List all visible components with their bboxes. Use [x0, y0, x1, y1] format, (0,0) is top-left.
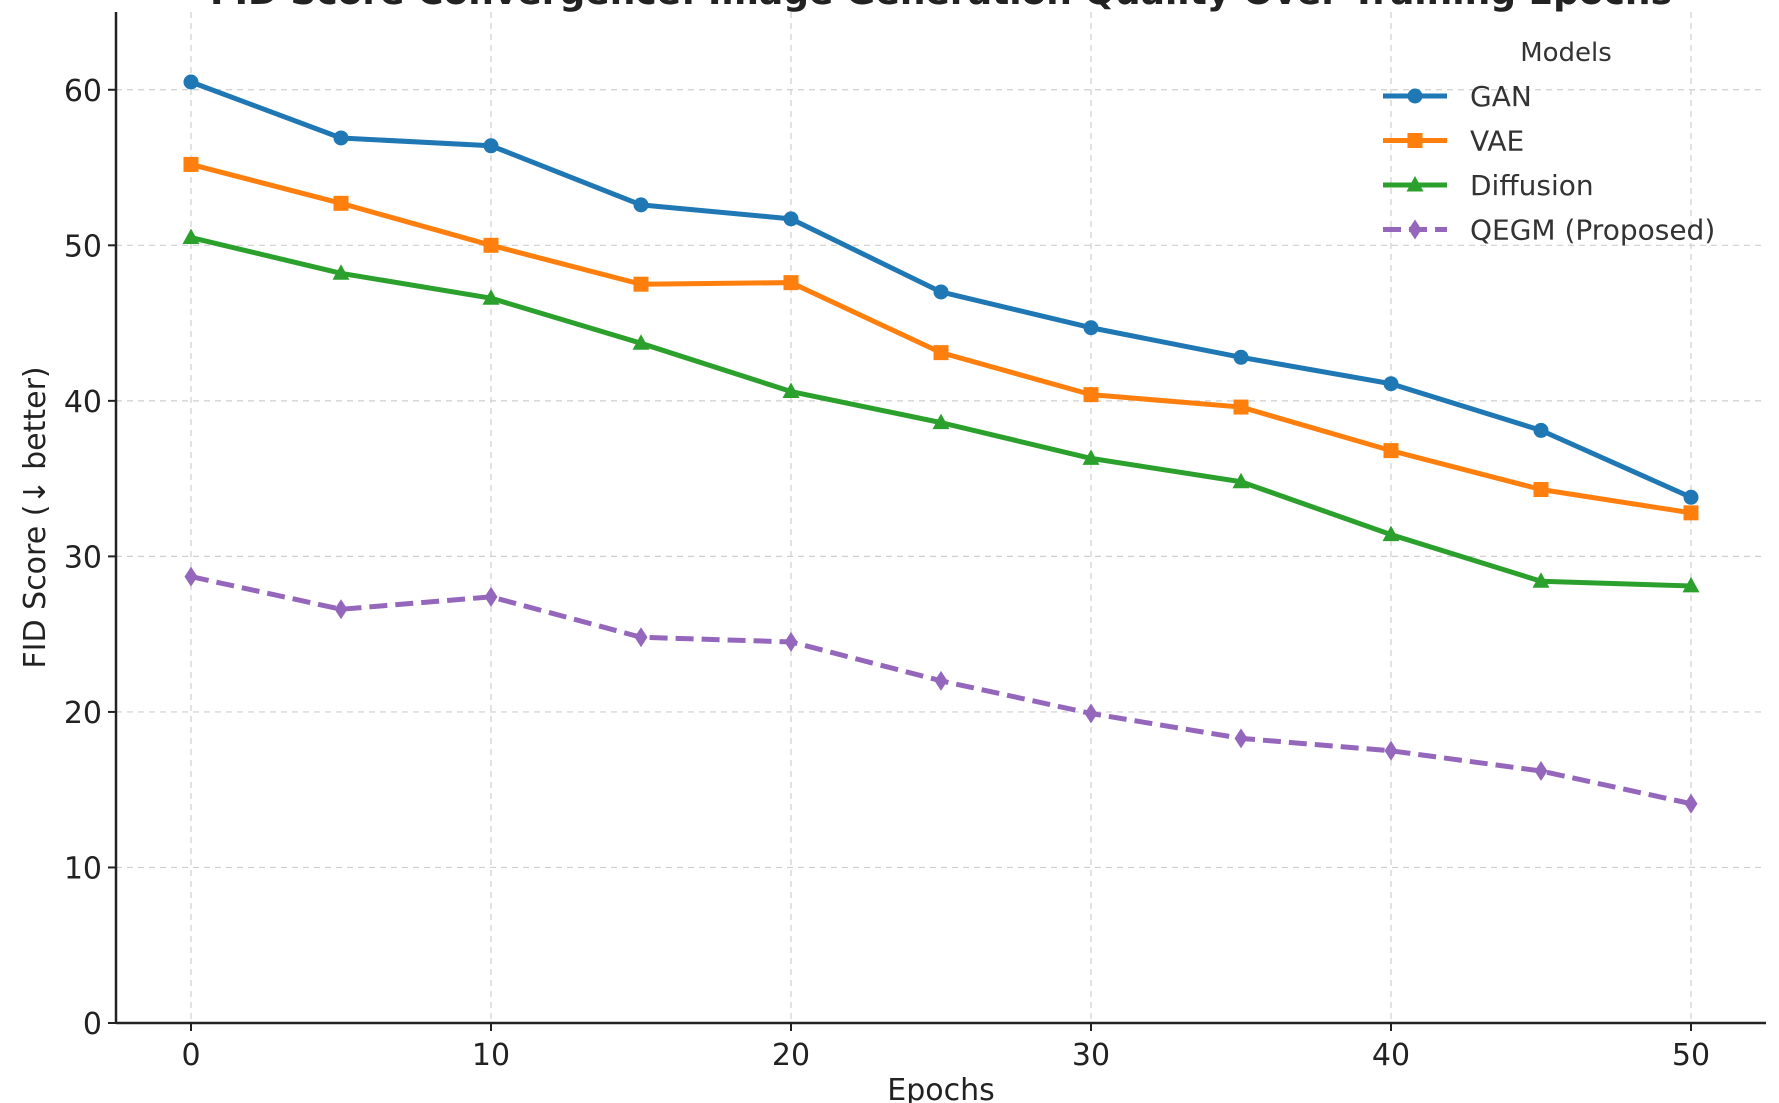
- legend-marker: [1407, 88, 1423, 104]
- data-point: [782, 382, 800, 399]
- y-tick-label: 30: [64, 540, 102, 575]
- data-point: [1532, 572, 1550, 588]
- data-point: [1232, 472, 1250, 489]
- x-tick-label: 30: [1072, 1038, 1110, 1073]
- data-point: [1683, 489, 1699, 505]
- data-point: [1383, 376, 1399, 392]
- legend-marker: [1407, 133, 1423, 148]
- series-line: [190, 162, 1692, 516]
- legend: Models GAN VAE Diffusion QEGM (Proposed): [1383, 38, 1715, 247]
- series-diffusion: [182, 228, 1700, 593]
- data-point: [634, 627, 648, 648]
- legend-marker: [1406, 176, 1424, 192]
- data-point: [784, 631, 798, 652]
- x-axis-title: Epochs: [887, 1073, 995, 1103]
- data-point: [1233, 399, 1249, 415]
- data-point: [333, 130, 349, 146]
- data-point: [334, 599, 348, 620]
- x-tick-label: 10: [472, 1038, 510, 1073]
- data-point: [783, 275, 799, 291]
- data-point: [783, 211, 799, 227]
- series-qegm-proposed: [184, 566, 1698, 814]
- data-point: [633, 276, 649, 292]
- data-point: [1384, 740, 1398, 761]
- data-point: [332, 264, 350, 280]
- legend-item: VAE: [1383, 125, 1524, 158]
- data-point: [484, 586, 498, 607]
- x-tick-label: 50: [1672, 1038, 1710, 1073]
- y-tick-label: 40: [64, 385, 102, 420]
- x-tick-label: 20: [772, 1038, 810, 1073]
- data-point: [182, 228, 200, 245]
- series-vae: [183, 156, 1699, 521]
- legend-marker: [1408, 219, 1422, 240]
- legend-item: GAN: [1383, 80, 1532, 113]
- series-gan: [183, 74, 1699, 505]
- data-point: [184, 566, 198, 587]
- data-point: [183, 156, 199, 172]
- data-point: [1533, 422, 1549, 438]
- y-tick-label: 50: [64, 229, 102, 264]
- data-point: [1083, 320, 1099, 336]
- axes: 0 10 20 30 40 50 0 10 20 30 40 50 60: [64, 12, 1766, 1073]
- x-tick-label: 40: [1372, 1038, 1410, 1073]
- legend-label: GAN: [1470, 80, 1532, 113]
- y-axis-title: FID Score (↓ better): [18, 366, 53, 668]
- legend-title: Models: [1520, 38, 1612, 68]
- data-point: [1382, 525, 1400, 542]
- data-point: [1084, 703, 1098, 724]
- legend-label: QEGM (Proposed): [1470, 214, 1715, 247]
- data-point: [1684, 793, 1698, 814]
- data-point: [1682, 576, 1700, 593]
- data-point: [1533, 482, 1549, 498]
- data-point: [1683, 505, 1699, 521]
- data-point: [1082, 449, 1100, 465]
- data-point: [933, 284, 949, 300]
- legend-item: Diffusion: [1383, 169, 1594, 202]
- data-point: [482, 289, 500, 305]
- data-point: [632, 334, 650, 350]
- x-tick-label: 0: [181, 1038, 200, 1073]
- legend-label: Diffusion: [1470, 169, 1594, 202]
- data-point: [483, 138, 499, 154]
- legend-item: QEGM (Proposed): [1383, 214, 1715, 247]
- y-tick-label: 20: [64, 696, 102, 731]
- data-point: [1383, 443, 1399, 459]
- data-point: [633, 197, 649, 213]
- legend-label: VAE: [1470, 125, 1524, 158]
- series-lines: [182, 74, 1700, 814]
- data-point: [1233, 349, 1249, 365]
- data-point: [183, 74, 199, 90]
- data-point: [1234, 728, 1248, 749]
- data-point: [1534, 761, 1548, 782]
- y-tick-label: 60: [64, 74, 102, 109]
- data-point: [1083, 387, 1099, 403]
- y-tick-label: 0: [83, 1007, 102, 1042]
- data-point: [933, 345, 949, 361]
- y-tick-label: 10: [64, 851, 102, 886]
- data-point: [333, 195, 349, 211]
- data-point: [932, 413, 950, 430]
- grid-lines: [116, 12, 1766, 1023]
- data-point: [934, 670, 948, 691]
- chart-title: FID Score Convergence: Image Generation …: [210, 0, 1672, 13]
- data-point: [483, 237, 499, 253]
